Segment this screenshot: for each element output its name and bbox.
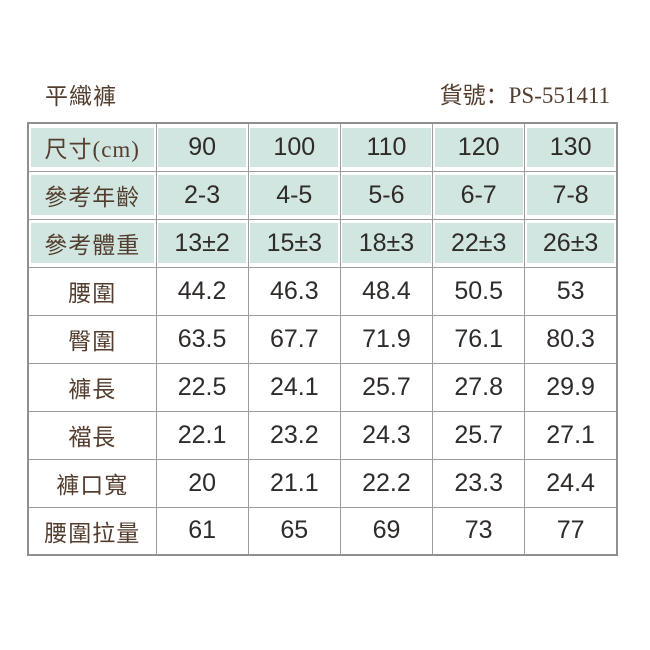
table-row: 褲口寬 20 21.1 22.2 23.3 24.4 — [27, 458, 618, 508]
product-code-value: PS-551411 — [508, 83, 610, 108]
size-value-cell: 26±3 — [524, 218, 618, 268]
size-value-cell: 120 — [432, 122, 526, 172]
size-value-cell: 29.9 — [524, 362, 618, 412]
product-code-label: 貨號： — [439, 83, 509, 108]
row-label: 腰圍 — [27, 266, 157, 316]
row-label: 襠長 — [27, 410, 157, 460]
size-value-cell: 53 — [524, 266, 618, 316]
row-label: 褲口寬 — [27, 458, 157, 508]
row-label: 尺寸(cm) — [27, 122, 157, 172]
size-value-cell: 77 — [524, 506, 618, 556]
size-value-cell: 13±2 — [155, 218, 249, 268]
size-value-cell: 110 — [339, 122, 434, 172]
page-title: 平織褲 — [45, 84, 117, 109]
size-value-cell: 15±3 — [247, 218, 341, 268]
size-value-cell: 22.2 — [339, 458, 434, 508]
size-value-cell: 4-5 — [247, 170, 341, 220]
size-value-cell: 24.1 — [247, 362, 341, 412]
size-value-cell: 50.5 — [432, 266, 526, 316]
row-label: 臀圍 — [27, 314, 157, 364]
size-value-cell: 27.1 — [524, 410, 618, 460]
size-value-cell: 2-3 — [155, 170, 249, 220]
size-value-cell: 46.3 — [247, 266, 341, 316]
size-value-cell: 100 — [247, 122, 341, 172]
size-value-cell: 69 — [339, 506, 434, 556]
size-value-cell: 23.3 — [432, 458, 526, 508]
size-value-cell: 71.9 — [339, 314, 434, 364]
table-row: 參考年齡 2-3 4-5 5-6 6-7 7-8 — [27, 170, 618, 220]
size-value-cell: 24.4 — [524, 458, 618, 508]
table-row: 尺寸(cm) 90 100 110 120 130 — [27, 122, 618, 172]
size-value-cell: 67.7 — [247, 314, 341, 364]
table-row: 褲長 22.5 24.1 25.7 27.8 29.9 — [27, 362, 618, 412]
size-value-cell: 22.5 — [155, 362, 249, 412]
row-label: 參考年齡 — [27, 170, 157, 220]
table-row: 襠長 22.1 23.2 24.3 25.7 27.1 — [27, 410, 618, 460]
size-value-cell: 130 — [524, 122, 618, 172]
size-value-cell: 5-6 — [339, 170, 434, 220]
product-code: 貨號：PS-551411 — [440, 82, 610, 110]
size-value-cell: 48.4 — [339, 266, 434, 316]
table-row: 腰圍 44.2 46.3 48.4 50.5 53 — [27, 266, 618, 316]
size-value-cell: 80.3 — [524, 314, 618, 364]
size-value-cell: 6-7 — [432, 170, 526, 220]
size-value-cell: 22±3 — [432, 218, 526, 268]
size-value-cell: 25.7 — [432, 410, 526, 460]
size-value-cell: 20 — [155, 458, 249, 508]
size-value-cell: 44.2 — [155, 266, 249, 316]
size-value-cell: 18±3 — [339, 218, 434, 268]
size-value-cell: 76.1 — [432, 314, 526, 364]
size-table-body: 尺寸(cm) 90 100 110 120 130 參考年齡 2-3 4-5 5… — [27, 122, 618, 556]
size-value-cell: 7-8 — [524, 170, 618, 220]
size-value-cell: 22.1 — [155, 410, 249, 460]
size-value-cell: 61 — [155, 506, 249, 556]
size-value-cell: 21.1 — [247, 458, 341, 508]
row-label: 參考體重 — [27, 218, 157, 268]
size-value-cell: 63.5 — [155, 314, 249, 364]
size-table: 尺寸(cm) 90 100 110 120 130 參考年齡 2-3 4-5 5… — [27, 122, 618, 556]
size-value-cell: 24.3 — [339, 410, 434, 460]
size-value-cell: 90 — [155, 122, 249, 172]
row-label: 腰圍拉量 — [27, 506, 157, 556]
size-value-cell: 25.7 — [339, 362, 434, 412]
row-label: 褲長 — [27, 362, 157, 412]
size-value-cell: 65 — [247, 506, 341, 556]
size-value-cell: 73 — [432, 506, 526, 556]
table-row: 參考體重 13±2 15±3 18±3 22±3 26±3 — [27, 218, 618, 268]
size-value-cell: 27.8 — [432, 362, 526, 412]
size-value-cell: 23.2 — [247, 410, 341, 460]
table-row: 臀圍 63.5 67.7 71.9 76.1 80.3 — [27, 314, 618, 364]
table-row: 腰圍拉量 61 65 69 73 77 — [27, 506, 618, 556]
